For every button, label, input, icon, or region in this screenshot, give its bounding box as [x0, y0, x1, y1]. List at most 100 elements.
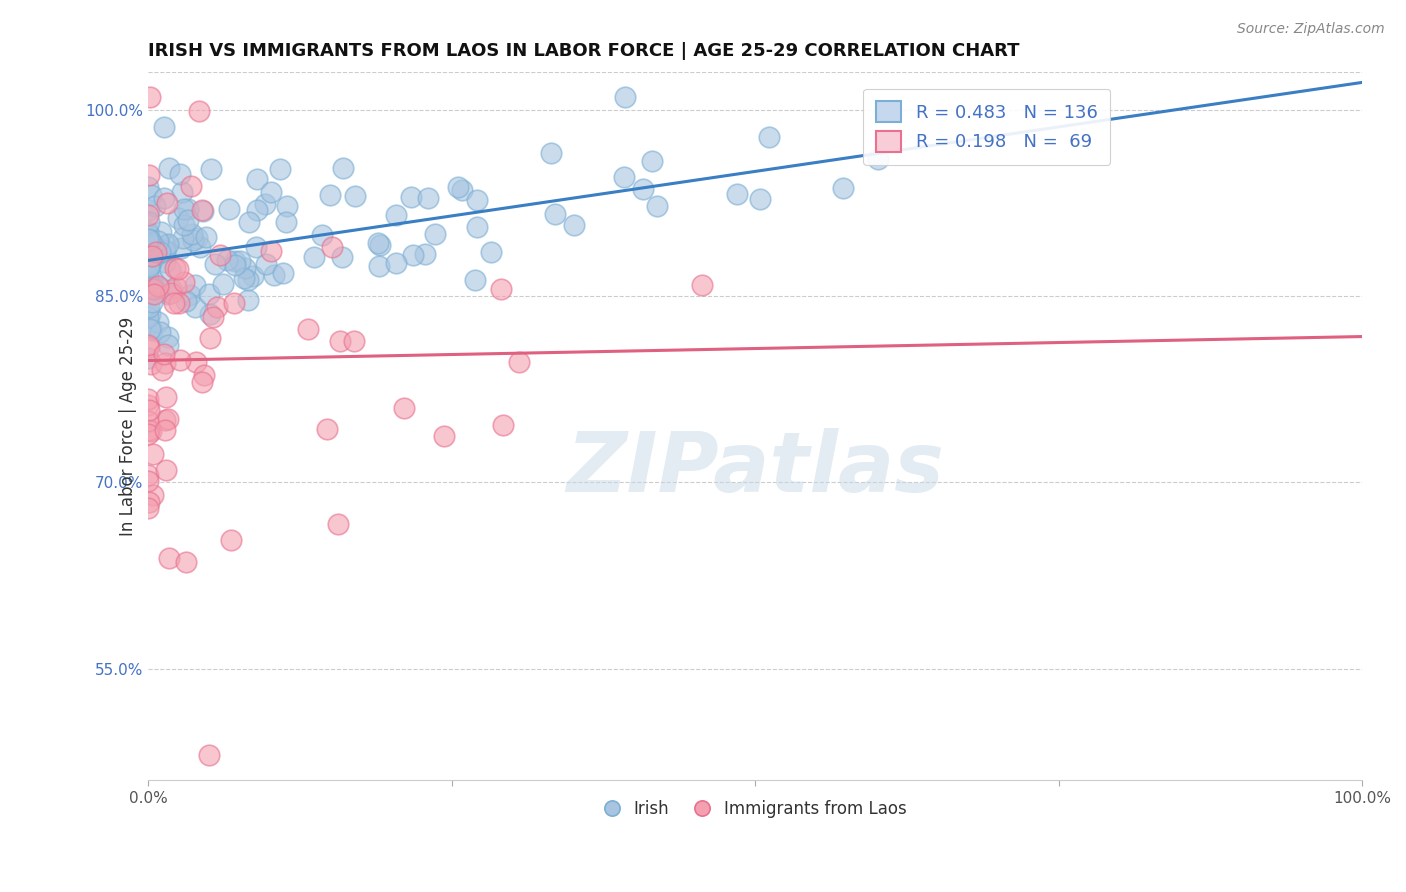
Point	[156, 330, 179, 344]
Point	[170, 185, 193, 199]
Point	[142, 273, 165, 287]
Point	[141, 323, 163, 337]
Point	[209, 248, 232, 262]
Point	[219, 533, 242, 547]
Point	[159, 263, 181, 277]
Point	[491, 282, 513, 296]
Point	[136, 414, 159, 428]
Point	[236, 293, 259, 307]
Point	[233, 260, 256, 275]
Point	[149, 325, 172, 339]
Point	[142, 279, 165, 293]
Point	[156, 196, 179, 211]
Point	[138, 215, 160, 229]
Point	[188, 103, 211, 118]
Point	[464, 273, 486, 287]
Point	[212, 277, 235, 291]
Point	[138, 90, 160, 104]
Point	[330, 250, 353, 264]
Point	[138, 168, 160, 182]
Point	[153, 356, 176, 370]
Point	[138, 495, 160, 509]
Point	[224, 296, 246, 310]
Point	[160, 285, 183, 300]
Point	[276, 199, 298, 213]
Point	[179, 288, 201, 302]
Point	[181, 233, 204, 247]
Point	[451, 183, 474, 197]
Point	[218, 202, 240, 217]
Point	[165, 280, 187, 294]
Point	[142, 488, 165, 502]
Point	[152, 347, 174, 361]
Point	[188, 240, 211, 254]
Point	[749, 192, 772, 206]
Point	[367, 235, 389, 250]
Point	[368, 259, 391, 273]
Point	[343, 334, 366, 348]
Point	[180, 179, 202, 194]
Point	[271, 266, 294, 280]
Point	[136, 179, 159, 194]
Point	[447, 179, 470, 194]
Point	[184, 278, 207, 293]
Point	[155, 244, 177, 259]
Point	[176, 212, 198, 227]
Point	[167, 296, 190, 310]
Point	[423, 227, 446, 242]
Point	[416, 191, 439, 205]
Point	[173, 275, 195, 289]
Point	[332, 161, 354, 175]
Point	[155, 390, 177, 404]
Point	[141, 187, 163, 202]
Point	[139, 288, 162, 302]
Point	[136, 500, 159, 515]
Point	[169, 168, 191, 182]
Point	[142, 280, 165, 294]
Point	[136, 226, 159, 240]
Point	[540, 145, 562, 160]
Point	[146, 315, 169, 329]
Point	[141, 251, 163, 265]
Point	[139, 233, 162, 247]
Point	[146, 234, 169, 248]
Point	[479, 245, 502, 260]
Point	[141, 425, 163, 439]
Point	[215, 252, 238, 267]
Text: IRISH VS IMMIGRANTS FROM LAOS IN LABOR FORCE | AGE 25-29 CORRELATION CHART: IRISH VS IMMIGRANTS FROM LAOS IN LABOR F…	[148, 42, 1019, 60]
Y-axis label: In Labor Force | Age 25-29: In Labor Force | Age 25-29	[120, 317, 136, 536]
Point	[142, 282, 165, 296]
Point	[157, 161, 180, 175]
Point	[138, 255, 160, 269]
Point	[184, 301, 207, 315]
Point	[492, 417, 515, 432]
Point	[142, 238, 165, 252]
Point	[343, 189, 366, 203]
Point	[162, 283, 184, 297]
Point	[136, 398, 159, 412]
Point	[508, 355, 530, 369]
Point	[433, 429, 456, 443]
Point	[392, 401, 415, 415]
Point	[329, 334, 352, 348]
Point	[186, 231, 208, 245]
Text: ZIPatlas: ZIPatlas	[567, 428, 943, 509]
Point	[149, 225, 172, 239]
Point	[143, 247, 166, 261]
Point	[138, 260, 160, 275]
Point	[136, 392, 159, 406]
Point	[174, 293, 197, 308]
Point	[138, 258, 160, 272]
Point	[172, 230, 194, 244]
Point	[155, 238, 177, 252]
Point	[246, 171, 269, 186]
Legend: Irish, Immigrants from Laos: Irish, Immigrants from Laos	[596, 794, 914, 825]
Point	[725, 187, 748, 202]
Point	[236, 273, 259, 287]
Point	[259, 186, 281, 200]
Point	[385, 255, 408, 269]
Point	[200, 307, 222, 321]
Point	[138, 208, 160, 222]
Point	[136, 227, 159, 242]
Point	[166, 261, 188, 276]
